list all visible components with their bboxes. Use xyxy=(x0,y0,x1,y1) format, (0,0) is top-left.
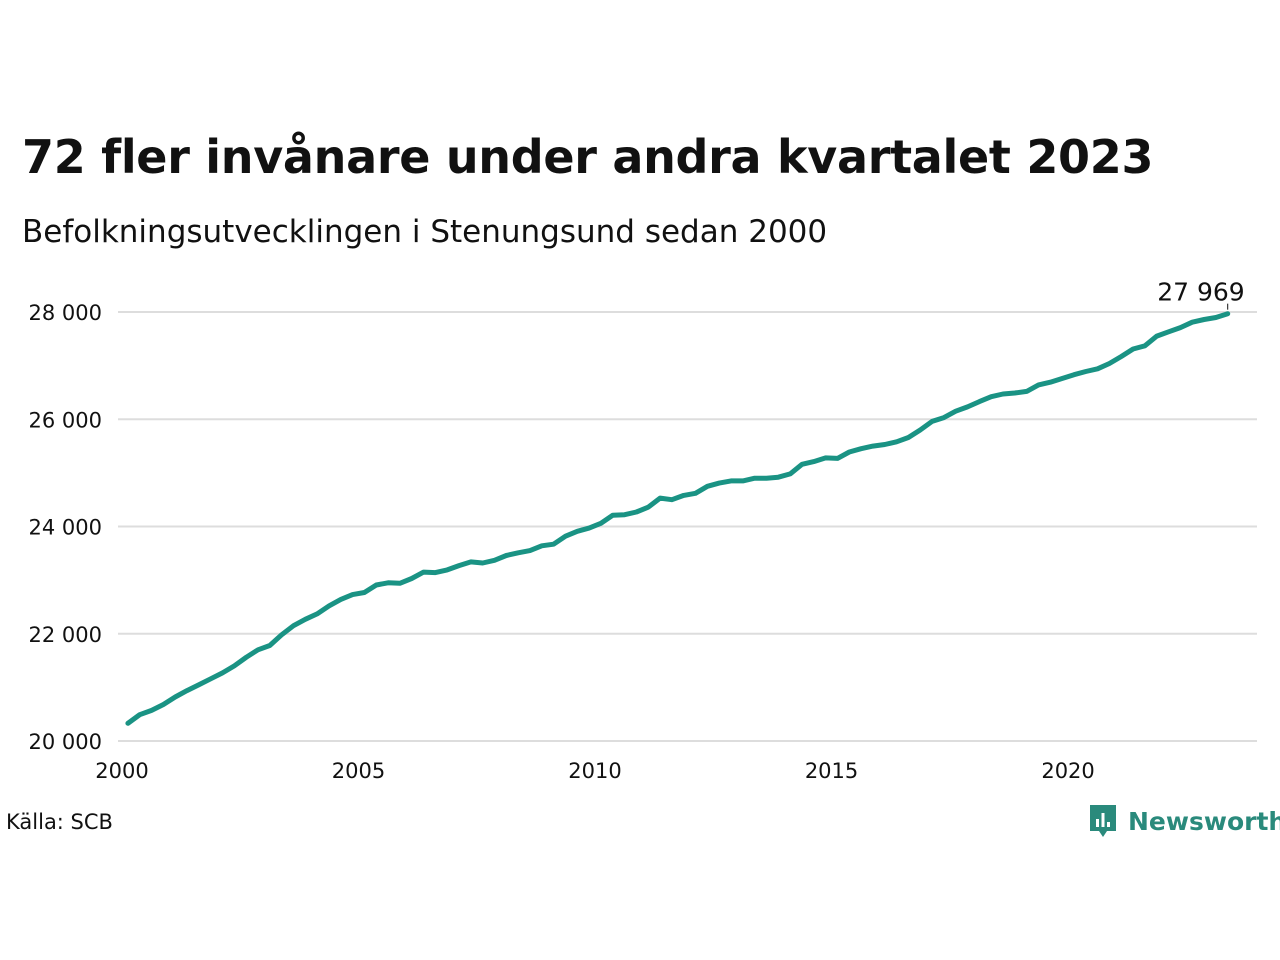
y-tick-label: 26 000 xyxy=(29,408,102,432)
y-tick-label: 20 000 xyxy=(29,730,102,754)
brand-name: Newsworthy xyxy=(1128,806,1280,836)
series-layer xyxy=(125,311,1231,726)
chart-title: 72 fler invånare under andra kvartalet 2… xyxy=(22,130,1154,184)
x-tick-label: 2020 xyxy=(1041,759,1094,783)
y-tick-label: 24 000 xyxy=(29,516,102,540)
y-tick-label: 28 000 xyxy=(29,301,102,325)
end-value-label: 27 969 xyxy=(1157,278,1244,307)
x-tick-label: 2005 xyxy=(332,759,385,783)
end-label-layer: 27 969 xyxy=(1157,278,1245,310)
series-line xyxy=(125,311,1231,726)
bar-chart-icon xyxy=(1090,805,1116,837)
x-axis-ticks: 2000 2005 2010 2015 2020 xyxy=(95,759,1095,783)
source-note: Källa: SCB xyxy=(6,810,113,834)
x-tick-label: 2010 xyxy=(568,759,621,783)
x-tick-label: 2015 xyxy=(805,759,858,783)
y-axis-ticks: 20 000 22 000 24 000 26 000 28 000 xyxy=(29,301,102,754)
grid-lines xyxy=(118,311,1257,742)
x-tick-label: 2000 xyxy=(95,759,148,783)
brand-logo[interactable]: Newsworthy xyxy=(1088,803,1280,839)
chart-subtitle: Befolkningsutvecklingen i Stenungsund se… xyxy=(22,214,828,250)
y-tick-label: 22 000 xyxy=(29,623,102,647)
